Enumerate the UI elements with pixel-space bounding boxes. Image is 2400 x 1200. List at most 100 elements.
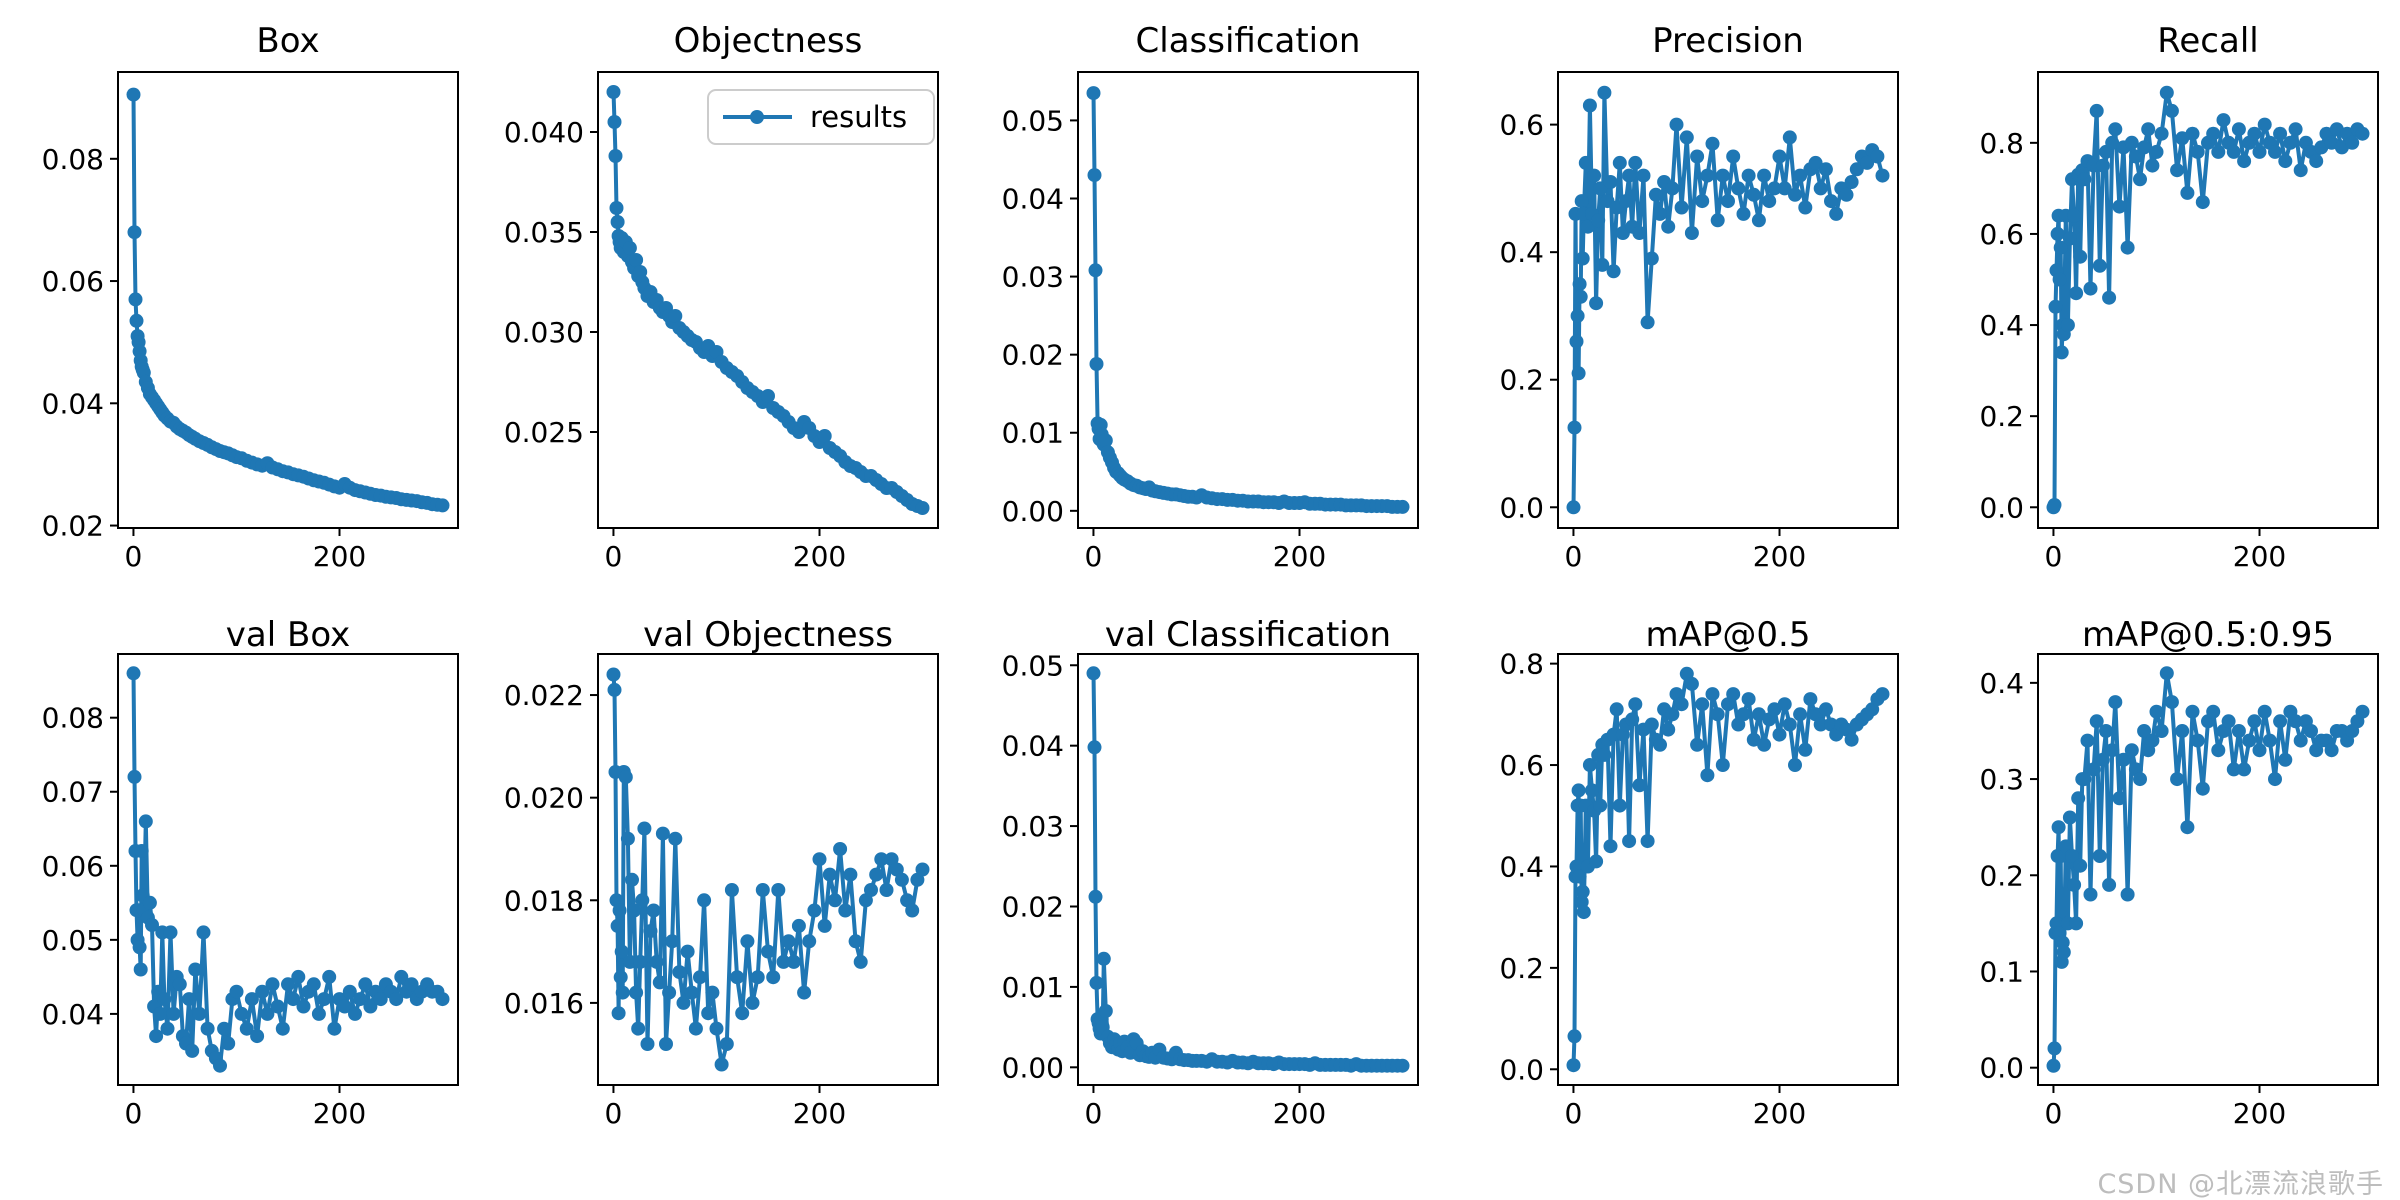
data-point	[714, 1057, 729, 1072]
data-point	[1705, 136, 1720, 151]
data-point	[755, 883, 770, 897]
data-point	[1653, 737, 1667, 752]
axes-box	[1557, 71, 1899, 529]
y-tick-label: 0.05	[42, 924, 104, 957]
series-line	[131, 671, 445, 1068]
data-point	[697, 893, 712, 908]
data-point	[2164, 695, 2179, 710]
data-point	[1741, 692, 1756, 707]
data-point	[1576, 905, 1591, 920]
y-tick-label: 0.030	[504, 316, 584, 349]
data-point	[625, 872, 639, 887]
data-point	[2105, 135, 2120, 150]
data-point	[348, 1006, 362, 1021]
data-point	[611, 1006, 626, 1021]
data-point	[629, 253, 644, 267]
data-point	[2170, 772, 2185, 787]
data-point	[812, 852, 827, 867]
data-point	[680, 944, 695, 959]
series-line	[1091, 91, 1405, 509]
data-point	[196, 925, 211, 940]
data-point	[2288, 714, 2303, 729]
data-point	[2185, 126, 2200, 141]
data-point	[637, 821, 652, 836]
data-point	[217, 1021, 232, 1036]
y-tick-label: 0.4	[1499, 850, 1544, 883]
data-point	[1721, 194, 1735, 209]
data-point	[142, 895, 157, 910]
data-point	[317, 992, 332, 1007]
data-point	[719, 1037, 734, 1051]
data-point	[1571, 366, 1586, 381]
y-tick-label: 0.0	[1499, 1053, 1544, 1086]
data-point	[652, 975, 667, 990]
data-point	[435, 498, 450, 513]
data-point	[1571, 783, 1586, 798]
data-point	[2211, 743, 2226, 758]
data-point	[688, 1021, 703, 1036]
data-point	[185, 1043, 200, 1058]
axes-box	[597, 653, 939, 1086]
data-point	[1700, 168, 1715, 183]
data-point	[1813, 717, 1828, 732]
data-point	[2108, 695, 2123, 710]
subplot-title: Objectness	[674, 21, 863, 61]
data-point	[1653, 206, 1667, 221]
data-point	[1793, 168, 1808, 183]
data-point	[1606, 264, 1621, 279]
data-point	[221, 1036, 236, 1051]
data-point	[2050, 226, 2065, 241]
legend: results	[707, 89, 935, 145]
data-point	[607, 115, 622, 129]
data-point	[358, 977, 373, 992]
data-point	[2145, 158, 2160, 173]
data-point	[2089, 714, 2104, 729]
data-point	[2073, 249, 2088, 264]
data-point	[1726, 687, 1741, 702]
data-point	[2145, 733, 2160, 748]
data-point	[1580, 219, 1595, 234]
data-point	[676, 995, 691, 1010]
subplot-val-objectness: val Objectness 0 200 0.016 0.018 0.020 0.022	[504, 615, 939, 1130]
y-tick-label: 0.4	[1499, 236, 1544, 269]
data-point	[1665, 181, 1680, 196]
data-point	[2051, 820, 2066, 835]
data-point	[614, 944, 629, 959]
data-point	[2069, 916, 2084, 931]
data-point	[1098, 433, 1113, 448]
data-point	[1087, 740, 1102, 755]
data-point	[1395, 1058, 1410, 1073]
data-point	[1849, 162, 1864, 177]
data-point	[2195, 781, 2210, 796]
data-point	[2257, 704, 2272, 719]
data-point	[709, 1021, 724, 1036]
data-point	[1622, 834, 1637, 849]
y-tick-label: 0.05	[1002, 104, 1064, 137]
data-point	[2268, 144, 2282, 159]
data-point	[2206, 126, 2221, 141]
y-tick-label: 0.04	[42, 998, 104, 1031]
data-point	[353, 992, 368, 1007]
data-point	[2048, 299, 2063, 314]
data-point	[776, 954, 791, 969]
y-tick-label: 0.016	[504, 987, 584, 1020]
data-point	[172, 977, 187, 992]
data-point	[640, 1037, 655, 1051]
data-point	[2190, 144, 2205, 159]
data-point	[1674, 697, 1689, 712]
data-point	[2083, 887, 2098, 902]
data-point	[133, 962, 148, 977]
x-tick-label: 0	[605, 1097, 623, 1130]
data-point	[157, 992, 172, 1007]
x-tick-label: 0	[1085, 540, 1103, 573]
data-point	[915, 501, 930, 515]
data-point	[2092, 849, 2107, 863]
y-tick-label: 0.6	[1499, 109, 1544, 142]
data-point	[1679, 130, 1694, 145]
x-tick-label: 200	[2233, 540, 2286, 573]
data-point	[745, 995, 760, 1010]
data-point	[2116, 752, 2131, 767]
data-point	[2226, 144, 2241, 159]
data-point	[1582, 758, 1597, 772]
data-point	[2355, 126, 2370, 141]
